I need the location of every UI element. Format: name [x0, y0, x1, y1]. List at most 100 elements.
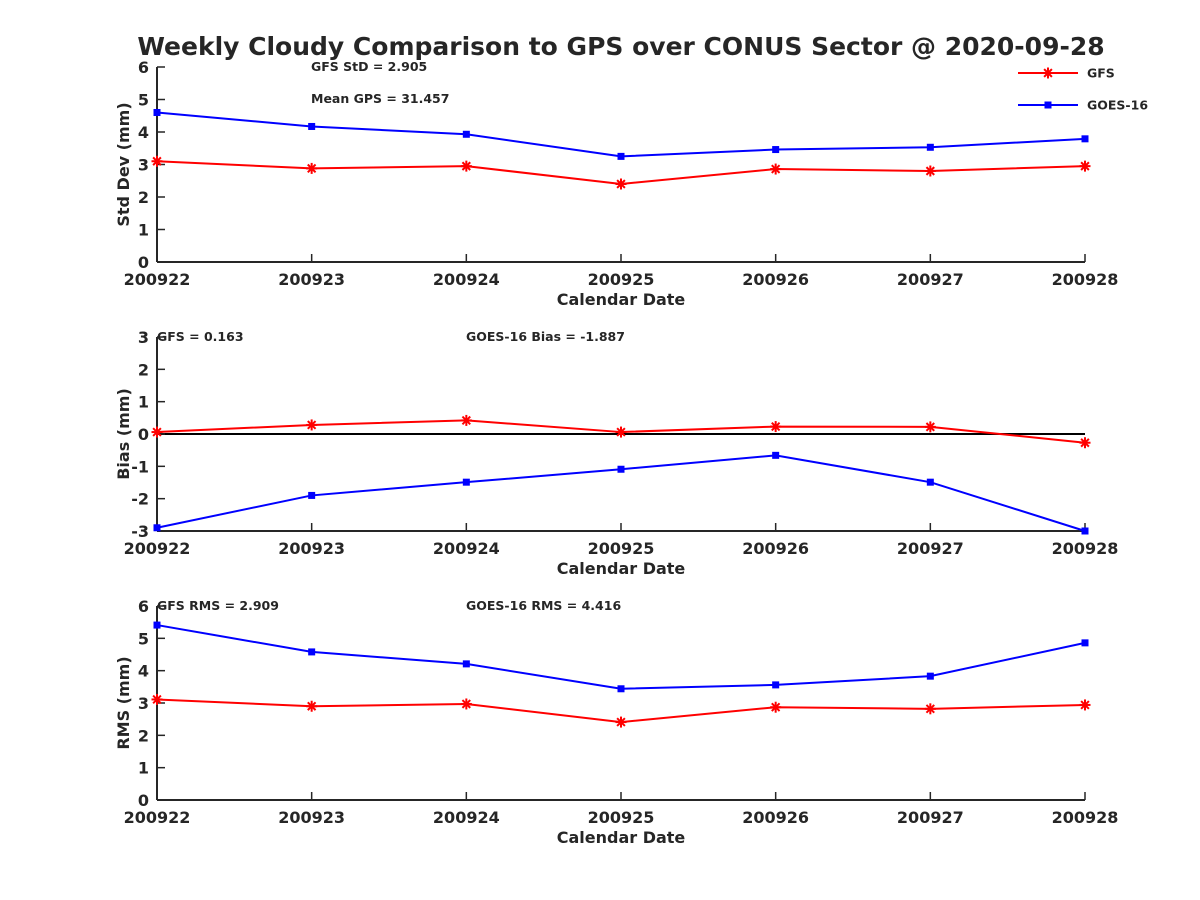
- legend-marker: [1044, 101, 1052, 109]
- stat-annotation: GFS StD = 2.905: [311, 59, 427, 74]
- data-point: [770, 421, 782, 433]
- chart-title: Weekly Cloudy Comparison to GPS over CON…: [137, 32, 1104, 61]
- x-tick-label: 200923: [278, 270, 345, 289]
- stat-annotation: Mean GPS = 31.457: [311, 91, 449, 106]
- x-tick-label: 200925: [588, 808, 655, 827]
- x-tick-label: 200923: [278, 539, 345, 558]
- y-axis-label: Bias (mm): [114, 388, 133, 480]
- data-point: [462, 130, 470, 138]
- data-point: [460, 698, 472, 710]
- data-point: [926, 143, 934, 151]
- data-point: [1081, 527, 1089, 535]
- x-tick-label: 200926: [742, 539, 809, 558]
- y-tick-label: 0: [138, 425, 149, 444]
- legend-entry-gfs: GFS: [1018, 66, 1115, 81]
- data-point: [308, 122, 316, 130]
- data-point: [308, 491, 316, 499]
- data-point: [926, 672, 934, 680]
- stat-annotation: GOES-16 Bias = -1.887: [466, 329, 625, 344]
- y-tick-label: 6: [138, 58, 149, 77]
- x-tick-label: 200922: [124, 270, 191, 289]
- x-tick-label: 200926: [742, 270, 809, 289]
- data-point: [617, 685, 625, 693]
- data-point: [926, 478, 934, 486]
- stat-annotation: GFS RMS = 2.909: [157, 598, 279, 613]
- legend-label: GOES-16: [1087, 98, 1148, 113]
- x-tick-label: 200924: [433, 270, 500, 289]
- x-tick-label: 200925: [588, 270, 655, 289]
- data-point: [1079, 437, 1091, 449]
- data-point: [153, 109, 161, 116]
- x-tick-label: 200927: [897, 270, 964, 289]
- data-point: [615, 716, 627, 728]
- y-tick-label: 6: [138, 597, 149, 616]
- data-point: [772, 146, 780, 154]
- y-tick-label: 3: [138, 328, 149, 347]
- y-tick-label: 2: [138, 726, 149, 745]
- x-tick-label: 200927: [897, 808, 964, 827]
- x-tick-label: 200925: [588, 539, 655, 558]
- data-point: [615, 426, 627, 438]
- y-tick-label: 3: [138, 694, 149, 713]
- data-point: [770, 701, 782, 713]
- series-gfs: [151, 155, 1091, 190]
- data-point: [1079, 160, 1091, 172]
- series-line: [156, 111, 1086, 158]
- x-tick-label: 200928: [1052, 808, 1119, 827]
- data-point: [772, 451, 780, 459]
- x-tick-label: 200923: [278, 808, 345, 827]
- data-point: [306, 419, 318, 431]
- series-goes-16: [153, 621, 1089, 693]
- y-tick-label: -1: [131, 457, 149, 476]
- data-point: [153, 621, 161, 629]
- data-point: [151, 155, 163, 167]
- x-tick-label: 200922: [124, 808, 191, 827]
- y-tick-label: 1: [138, 759, 149, 778]
- stat-annotation: GFS = 0.163: [157, 329, 244, 344]
- x-axis-label: Calendar Date: [557, 559, 686, 578]
- y-tick-label: 0: [138, 791, 149, 810]
- legend-marker: [1042, 67, 1054, 79]
- series-gfs: [151, 414, 1091, 449]
- data-point: [151, 693, 163, 705]
- data-point: [924, 165, 936, 177]
- panel-1: 0 1 2 3 4 5 6 200922 200923 200924 200925 200926 200…: [114, 58, 1118, 309]
- legend-entry-goes-16: GOES-16: [1018, 98, 1148, 113]
- stat-annotation: GOES-16 RMS = 4.416: [466, 598, 621, 613]
- panel-2: -3 -2 -1 0 1 2 3 200922 200923 200924 200925 200926…: [114, 328, 1118, 578]
- data-point: [153, 524, 161, 532]
- y-tick-label: -3: [131, 522, 149, 541]
- data-point: [772, 681, 780, 689]
- data-point: [617, 152, 625, 160]
- y-tick-label: -2: [131, 490, 149, 509]
- x-axis-label: Calendar Date: [557, 828, 686, 847]
- x-tick-label: 200928: [1052, 539, 1119, 558]
- data-point: [924, 703, 936, 715]
- y-tick-label: 5: [138, 629, 149, 648]
- data-point: [306, 700, 318, 712]
- series-line: [156, 624, 1086, 690]
- data-point: [460, 414, 472, 426]
- y-tick-label: 4: [138, 123, 149, 142]
- legend: GFS GOES-16: [1018, 66, 1148, 113]
- y-tick-label: 1: [138, 221, 149, 240]
- data-point: [924, 421, 936, 433]
- y-tick-label: 2: [138, 188, 149, 207]
- series-goes-16: [153, 451, 1089, 535]
- y-tick-label: 0: [138, 253, 149, 272]
- data-point: [1079, 699, 1091, 711]
- data-point: [617, 465, 625, 473]
- data-point: [1081, 135, 1089, 143]
- y-tick-label: 4: [138, 662, 149, 681]
- y-tick-label: 2: [138, 360, 149, 379]
- legend-label: GFS: [1087, 66, 1115, 81]
- x-tick-label: 200927: [897, 539, 964, 558]
- data-point: [462, 478, 470, 486]
- data-point: [306, 162, 318, 174]
- series-goes-16: [153, 109, 1089, 160]
- y-tick-label: 5: [138, 91, 149, 110]
- data-point: [308, 648, 316, 656]
- data-point: [151, 426, 163, 438]
